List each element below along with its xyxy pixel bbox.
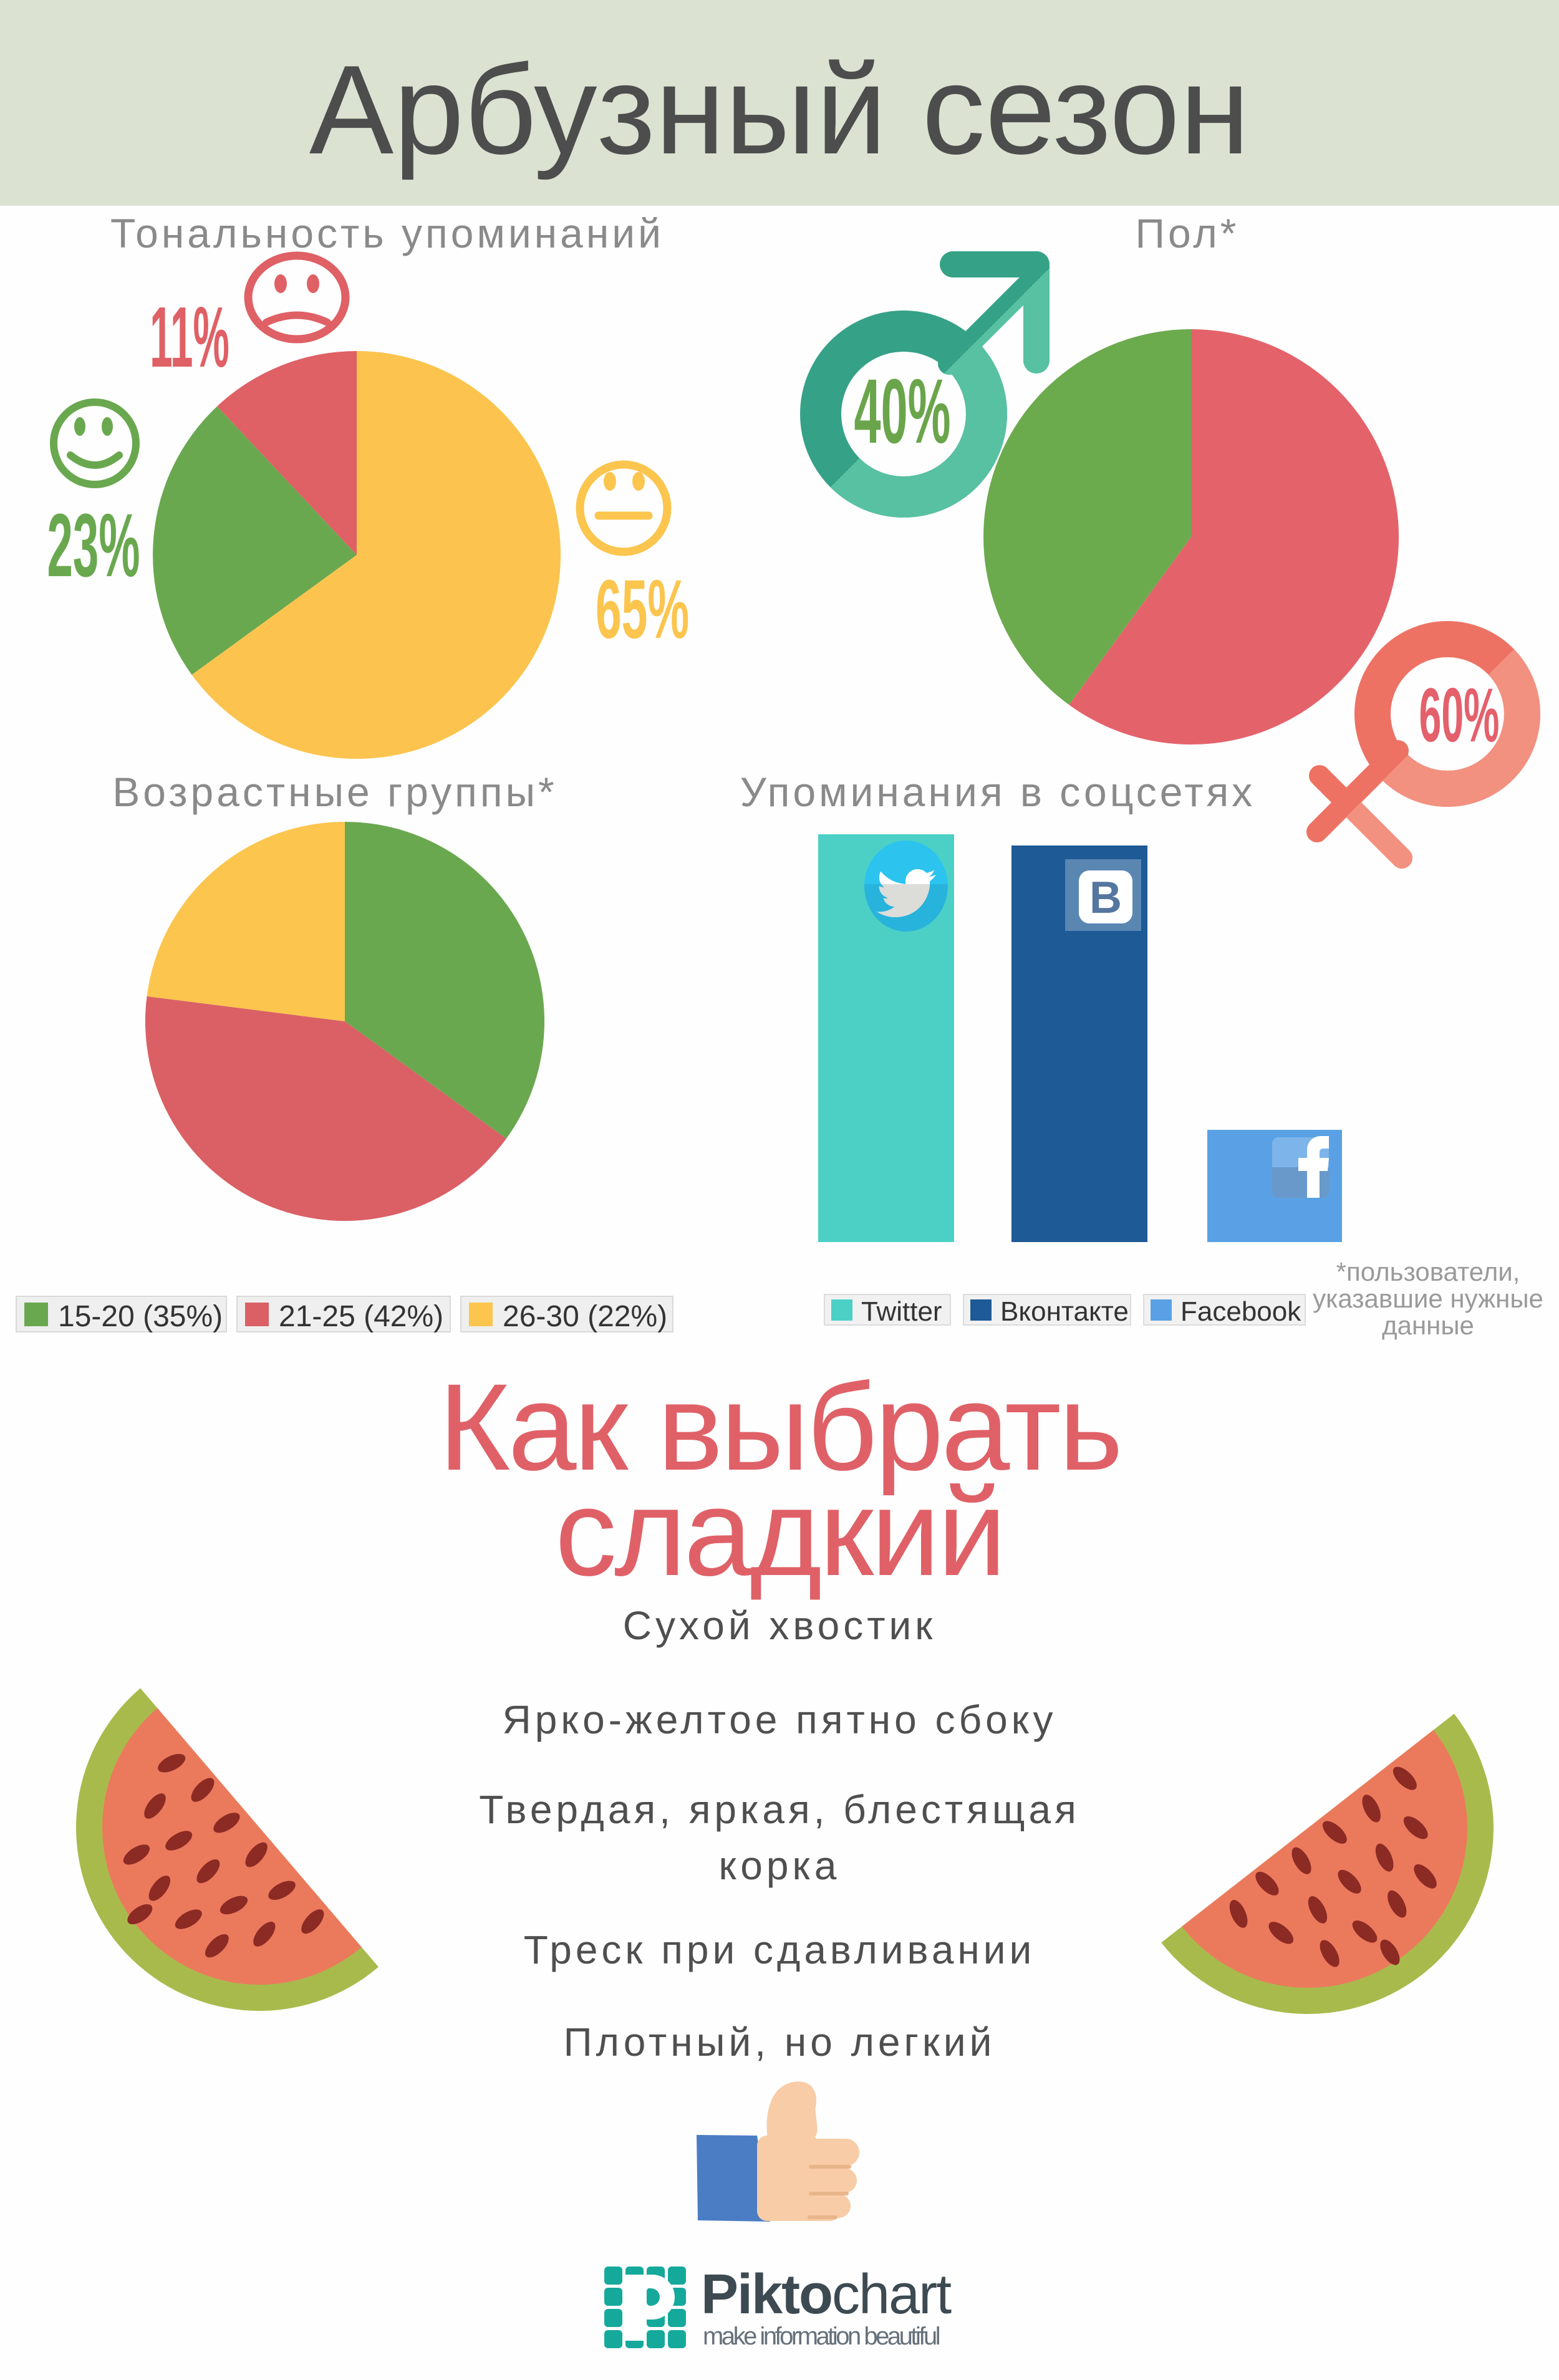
svg-text:Piktochart: Piktochart [701, 2263, 952, 2326]
svg-text:make information beautiful: make information beautiful [703, 2323, 940, 2350]
svg-text:40%: 40% [854, 360, 950, 462]
svg-text:23%: 23% [47, 496, 140, 596]
svg-text:60%: 60% [1419, 672, 1499, 758]
svg-text:11%: 11% [150, 289, 229, 385]
svg-text:В: В [1089, 873, 1122, 923]
svg-text:65%: 65% [596, 563, 689, 656]
